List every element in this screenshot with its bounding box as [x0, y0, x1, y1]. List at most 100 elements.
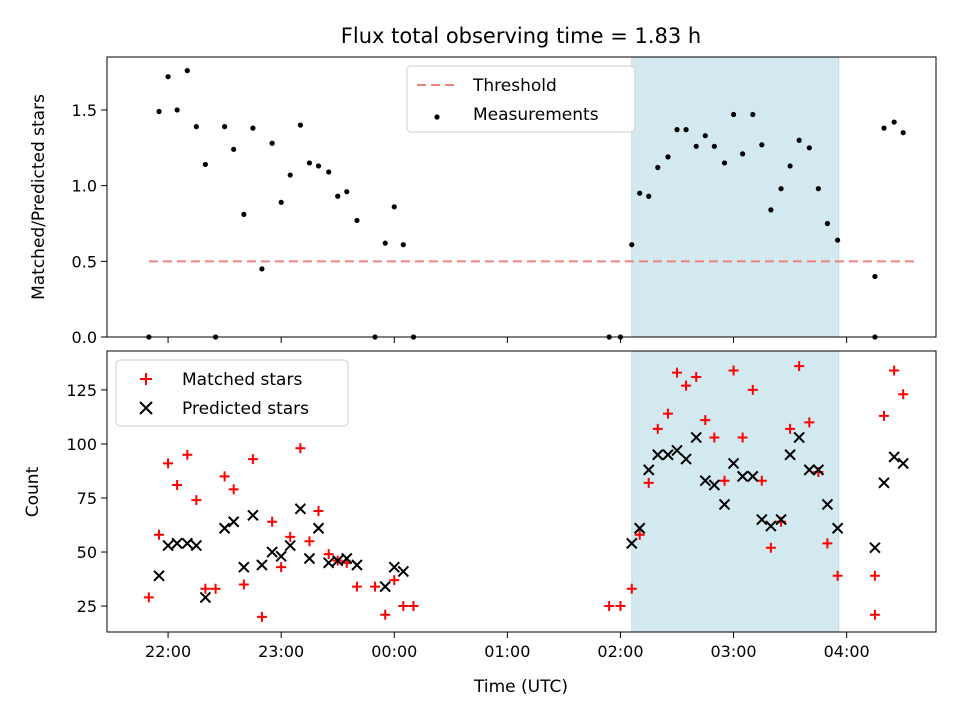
matched-stars-point: [804, 417, 815, 428]
matched-stars-point: [210, 583, 221, 594]
matched-stars-point: [295, 443, 306, 454]
measurement-point: [184, 68, 190, 74]
bottom-y-axis-label: Count: [23, 466, 43, 517]
predicted-stars-point: [803, 464, 816, 476]
x-axis-label: Time (UTC): [473, 677, 568, 697]
measurement-point: [250, 125, 256, 131]
matched-stars-point: [672, 367, 683, 378]
matched-stars-point: [691, 371, 702, 382]
predicted-stars-point: [765, 520, 777, 532]
matched-stars-point: [143, 592, 154, 603]
measurement-point: [740, 151, 746, 157]
measurement-point: [202, 161, 208, 168]
legend-matched-swatch: [140, 373, 152, 385]
predicted-stars-point: [238, 561, 250, 573]
measurement-point: [674, 127, 680, 133]
matched-stars-point: [643, 477, 654, 488]
matched-stars-point: [200, 583, 211, 594]
matched-stars-point: [238, 579, 249, 590]
predicted-stars-point: [699, 474, 711, 487]
predicted-stars-point: [736, 470, 749, 483]
measurement-point: [693, 143, 699, 149]
predicted-stars-point: [275, 550, 287, 563]
predicted-stars-point: [303, 552, 316, 565]
predicted-stars-point: [218, 522, 231, 534]
predicted-stars-point: [869, 541, 881, 554]
predicted-stars-point: [153, 570, 165, 582]
y-tick-label: 100: [66, 435, 97, 454]
matched-stars-point: [267, 516, 278, 527]
measurement-point: [721, 160, 728, 166]
predicted-stars-point: [388, 561, 400, 573]
predicted-stars-point: [312, 522, 325, 534]
measurement-point: [750, 111, 756, 118]
measurement-point: [335, 193, 341, 199]
matched-stars-point: [604, 601, 615, 612]
matched-stars-point: [247, 454, 258, 465]
predicted-stars-point: [671, 444, 683, 457]
measurement-point: [297, 122, 303, 128]
matched-stars-point: [285, 531, 296, 542]
legend-label: Threshold: [472, 76, 557, 96]
predicted-stars-point: [784, 449, 796, 461]
matched-stars-point: [626, 583, 637, 594]
measurement-point: [702, 133, 708, 139]
predicted-stars-point: [199, 591, 212, 604]
predicted-stars-point: [332, 554, 344, 567]
measurement-point: [315, 163, 322, 169]
predicted-stars-point: [256, 559, 268, 571]
measurement-point: [768, 207, 774, 213]
measurement-point: [400, 242, 406, 248]
predicted-stars-point: [831, 522, 844, 534]
predicted-stars-point: [379, 580, 391, 593]
predicted-stars-point: [756, 513, 768, 526]
matched-stars-point: [889, 365, 900, 376]
predicted-stars-point: [793, 431, 805, 444]
measurement-point: [222, 124, 228, 130]
matched-stars-point: [389, 575, 400, 586]
predicted-stars-point: [680, 453, 692, 465]
measurement-point: [900, 130, 906, 136]
measurement-point: [174, 107, 180, 113]
measurement-point: [711, 143, 717, 149]
y-tick-label: 50: [77, 543, 97, 562]
matched-stars-point: [785, 423, 796, 434]
x-tick-label: 02:00: [597, 642, 643, 661]
predicted-stars-point: [747, 470, 759, 483]
matched-stars-point: [898, 389, 909, 400]
predicted-stars-point: [652, 449, 664, 461]
measurement-point: [287, 172, 293, 178]
predicted-stars-point: [266, 546, 278, 558]
predicted-stars-point: [397, 565, 410, 578]
matched-stars-point: [832, 570, 843, 581]
measurement-point: [655, 164, 661, 171]
matched-stars-point: [652, 423, 663, 434]
measurement-point: [382, 240, 388, 246]
matched-stars-point: [756, 475, 767, 486]
predicted-stars-point: [227, 516, 240, 528]
matched-stars-point: [765, 542, 776, 553]
measurement-point: [326, 169, 332, 175]
matched-stars-point: [380, 609, 391, 620]
matched-stars-point: [219, 471, 230, 482]
measurement-point: [835, 237, 841, 243]
measurement-point: [193, 124, 199, 130]
measurement-point: [796, 137, 802, 143]
matched-stars-point: [408, 601, 419, 612]
x-tick-label: 01:00: [484, 642, 530, 661]
measurement-point: [278, 199, 284, 205]
top-y-axis-label: Matched/Predicted stars: [29, 94, 49, 300]
predicted-stars-point: [181, 537, 194, 550]
measurement-point: [787, 163, 793, 169]
x-tick-label: 03:00: [711, 642, 757, 661]
predicted-stars-point: [897, 457, 909, 470]
measurement-point: [665, 154, 671, 160]
legend-box: [115, 359, 349, 427]
measurement-point: [637, 190, 643, 196]
predicted-stars-point: [643, 464, 655, 476]
legend-label: Measurements: [473, 105, 599, 125]
measurement-point: [241, 211, 247, 218]
ratio-panel: 0.0 0.5 1.0 1.5 Threshold Measurements: [72, 56, 937, 347]
matched-stars-point: [256, 611, 267, 622]
